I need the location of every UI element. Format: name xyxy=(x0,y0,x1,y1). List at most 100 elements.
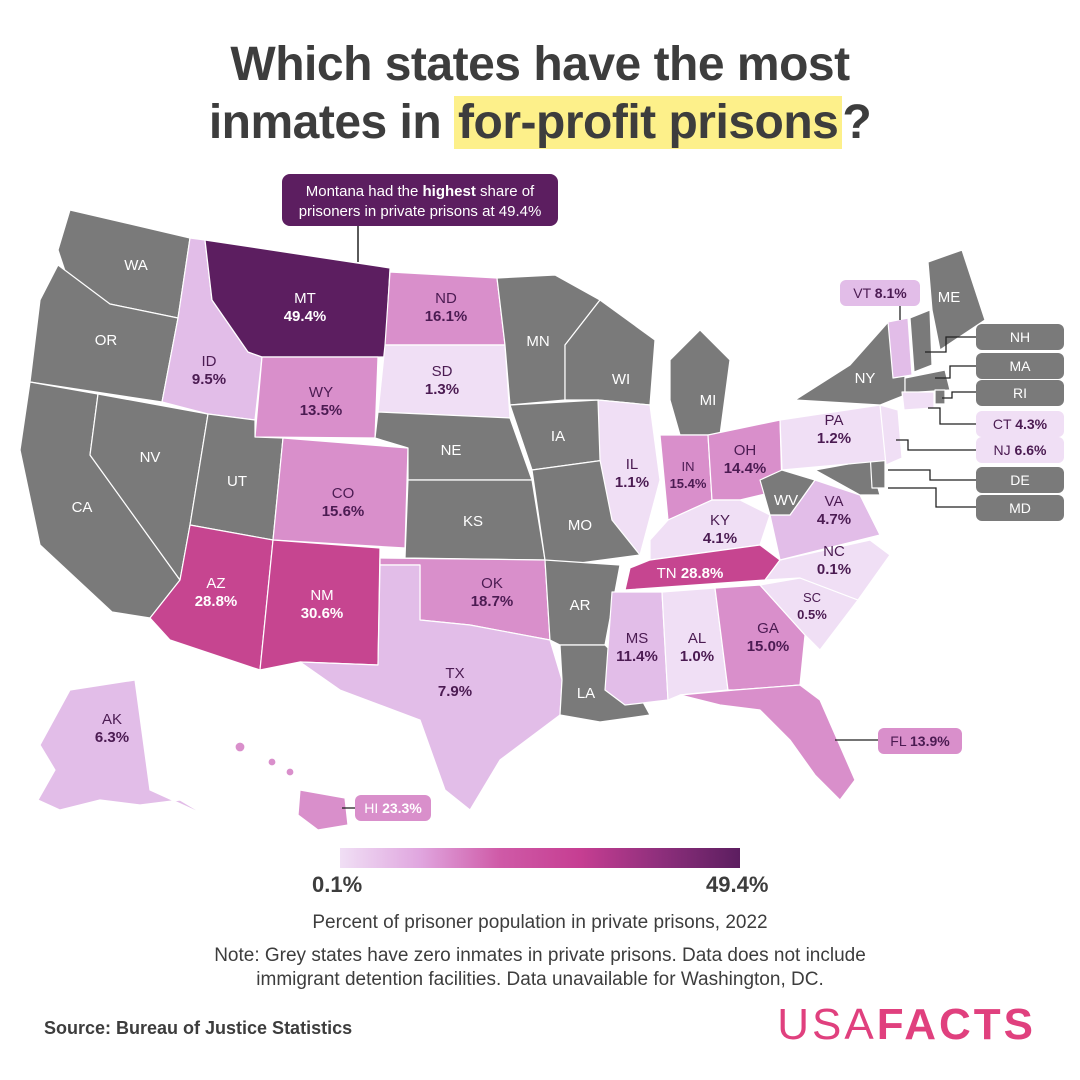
svg-text:NH: NH xyxy=(1010,329,1030,345)
title-line-2: inmates in for-profit prisons? xyxy=(0,94,1080,152)
source-text: Source: Bureau of Justice Statistics xyxy=(44,1018,353,1038)
tag-ri: RI xyxy=(976,380,1064,406)
svg-text:MA: MA xyxy=(1010,358,1032,374)
us-map: WA OR CA NV ID 9.5% MT 49.4% WY 13.5% UT CO… xyxy=(19,174,1064,831)
tag-nh: NH xyxy=(976,324,1064,350)
label-nd: ND 16.1% xyxy=(425,290,468,325)
label-ia: IA xyxy=(551,428,565,445)
label-ga: GA 15.0% xyxy=(747,620,790,655)
state-ct[interactable] xyxy=(901,391,935,411)
hawaii-islet xyxy=(267,757,277,767)
logo-part-facts: FACTS xyxy=(876,1000,1036,1049)
svg-text:FL 13.9%: FL 13.9% xyxy=(890,733,950,749)
state-nj[interactable] xyxy=(879,404,903,466)
hawaii-islet xyxy=(234,741,246,753)
label-al: AL 1.0% xyxy=(680,630,714,665)
label-ak: AK 6.3% xyxy=(95,711,129,746)
state-il[interactable] xyxy=(597,399,661,556)
state-ma[interactable] xyxy=(904,369,951,394)
label-me: ME xyxy=(938,289,961,306)
label-az: AZ 28.8% xyxy=(195,575,238,610)
svg-text:RI: RI xyxy=(1013,385,1027,401)
state-ak[interactable] xyxy=(37,679,206,816)
montana-callout: Montana had the highest share of prisone… xyxy=(282,174,558,262)
label-oh: OH 14.4% xyxy=(724,442,767,477)
label-ut: UT xyxy=(227,473,247,490)
legend-max-label: 49.4% xyxy=(706,872,769,897)
label-la: LA xyxy=(577,685,595,702)
svg-text:HI 23.3%: HI 23.3% xyxy=(364,800,422,816)
tag-vt: VT 8.1% xyxy=(840,280,920,306)
label-or: OR xyxy=(95,332,118,349)
state-mi[interactable] xyxy=(669,329,731,436)
state-tx[interactable] xyxy=(299,564,563,811)
label-ks: KS xyxy=(463,513,483,530)
label-sd: SD 1.3% xyxy=(425,363,459,398)
title-highlight: for-profit prisons xyxy=(454,96,843,149)
label-co: CO 15.6% xyxy=(322,485,365,520)
title-line-1: Which states have the most xyxy=(230,38,850,91)
state-me[interactable] xyxy=(927,249,986,351)
hawaii-islet xyxy=(285,767,295,777)
label-nc: NC 0.1% xyxy=(817,543,851,578)
label-nv: NV xyxy=(140,449,161,466)
svg-text:NJ 6.6%: NJ 6.6% xyxy=(994,442,1047,458)
svg-text:VT 8.1%: VT 8.1% xyxy=(853,285,907,301)
legend-caption: Percent of prisoner population in privat… xyxy=(312,912,768,933)
state-vt[interactable] xyxy=(887,317,913,379)
svg-text:DE: DE xyxy=(1010,472,1029,488)
leader-lines xyxy=(342,306,976,809)
label-tx: TX 7.9% xyxy=(438,665,472,700)
label-ok: OK 18.7% xyxy=(471,575,514,610)
tag-ct: CT 4.3% xyxy=(976,411,1064,437)
page-title: Which states have the most inmates in fo… xyxy=(0,36,1080,152)
tag-hi: HI 23.3% xyxy=(355,795,431,821)
tag-fl: FL 13.9% xyxy=(878,728,962,754)
label-wa: WA xyxy=(124,257,148,274)
label-pa: PA 1.2% xyxy=(817,412,851,447)
logo-part-usa: USA xyxy=(777,1000,877,1049)
tag-de: DE xyxy=(976,467,1064,493)
label-ms: MS 11.4% xyxy=(616,630,658,665)
tag-nj: NJ 6.6% xyxy=(976,437,1064,463)
svg-text:MD: MD xyxy=(1009,500,1031,516)
label-wy: WY 13.5% xyxy=(300,384,343,419)
legend-gradient-bar xyxy=(340,848,740,868)
label-ar: AR xyxy=(570,597,591,614)
label-ca: CA xyxy=(72,499,93,516)
label-tn: TN 28.8% xyxy=(657,565,724,582)
tag-ma: MA xyxy=(976,353,1064,379)
label-va: VA 4.7% xyxy=(817,493,851,528)
label-il: IL 1.1% xyxy=(615,456,649,491)
label-mn: MN xyxy=(526,333,549,350)
label-ny: NY xyxy=(855,370,876,387)
tag-md: MD xyxy=(976,495,1064,521)
usafacts-logo: USAFACTS xyxy=(777,1000,1036,1050)
state-ms[interactable] xyxy=(604,591,669,706)
label-mi: MI xyxy=(700,392,717,409)
title-prefix: inmates in xyxy=(208,96,455,149)
note-text: Note: Grey states have zero inmates in p… xyxy=(214,945,866,990)
label-id: ID 9.5% xyxy=(192,353,226,388)
legend-min-label: 0.1% xyxy=(312,872,363,897)
label-sc: SC 0.5% xyxy=(797,590,827,622)
state-wv[interactable] xyxy=(759,469,816,516)
label-ne: NE xyxy=(441,442,462,459)
label-wi: WI xyxy=(612,371,630,388)
svg-text:prisoners in private prisons a: prisoners in private prisons at 49.4% xyxy=(299,203,542,220)
state-hi[interactable] xyxy=(297,789,349,831)
label-wv: WV xyxy=(774,492,798,509)
label-mt: MT 49.4% xyxy=(284,290,327,325)
label-mo: MO xyxy=(568,517,592,534)
state-sc[interactable] xyxy=(759,577,859,651)
label-in: IN 15.4% xyxy=(670,459,707,491)
label-ky: KY 4.1% xyxy=(703,512,737,547)
label-nm: NM 30.6% xyxy=(301,587,344,622)
svg-text:Montana had the highest share: Montana had the highest share of xyxy=(306,183,535,200)
state-nh[interactable] xyxy=(909,309,933,373)
state-ri[interactable] xyxy=(934,389,946,405)
svg-text:CT 4.3%: CT 4.3% xyxy=(993,416,1048,432)
title-suffix: ? xyxy=(842,96,872,149)
state-fl[interactable] xyxy=(679,684,856,801)
